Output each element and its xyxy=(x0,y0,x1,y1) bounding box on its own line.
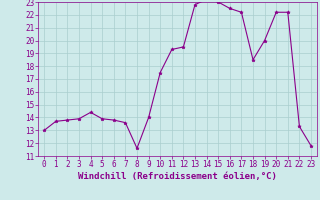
X-axis label: Windchill (Refroidissement éolien,°C): Windchill (Refroidissement éolien,°C) xyxy=(78,172,277,181)
